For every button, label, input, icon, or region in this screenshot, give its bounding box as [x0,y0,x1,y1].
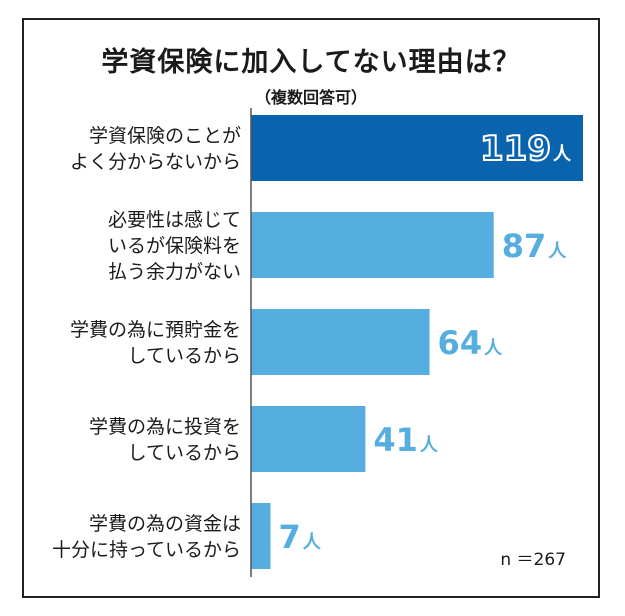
value-label-3: 64 [438,324,483,362]
unit-label-3: 人 [484,338,503,359]
category-label-4: 学費の為に投資をしているから [89,416,241,464]
value-label-5: 7 [279,518,301,556]
value-label-4: 41 [373,421,418,459]
unit-label-1: 人 [553,144,572,165]
chart-subtitle: （複数回答可） [254,88,367,107]
category-label-3: 学費の為に預貯金をしているから [70,319,241,367]
chart-frame: 学資保険に加入してない理由は？ （複数回答可） n ＝267 [22,18,600,598]
unit-label-4: 人 [420,435,439,456]
unit-label-5: 人 [303,532,322,553]
bar-1 [251,115,583,181]
bar-4 [251,406,366,472]
chart-title: 学資保険に加入してない理由は？ [101,47,521,78]
unit-label-2: 人 [548,241,567,262]
bar-3 [251,309,430,375]
sample-size-label: n ＝267 [500,550,566,570]
value-label-2: 87 [502,227,547,265]
category-label-5: 学費の為の資金は十分に持っているから [52,513,241,561]
category-label-2: 必要性は感じているが保険料を払う余力がない [108,209,241,283]
category-label-1: 学資保険のことがよく分からないから [70,125,241,173]
bar-5 [251,503,271,569]
value-label-1: 119 [480,129,551,169]
bar-2 [251,212,494,278]
